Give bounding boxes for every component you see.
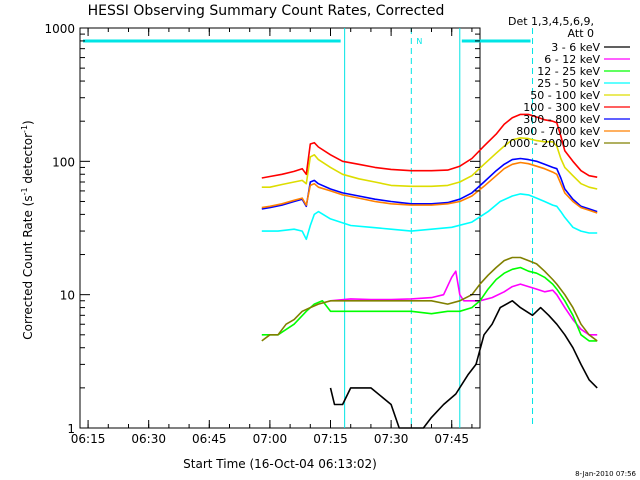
legend-label-0: 3 - 6 keV	[551, 41, 600, 54]
legend-label-5: 100 - 300 keV	[523, 101, 600, 114]
x-tick-label-5: 07:30	[374, 432, 409, 446]
y-tick-label-1: 10	[60, 289, 75, 303]
x-tick-label-4: 07:15	[313, 432, 348, 446]
y-tick-label-2: 100	[52, 155, 75, 169]
y-axis-label: Corrected Count Rate (s-1 detector-1)	[20, 120, 35, 339]
x-tick-label-2: 06:45	[192, 432, 227, 446]
x-tick-label-0: 06:15	[71, 432, 106, 446]
series-line-2	[261, 266, 598, 342]
legend-header-2: Att 0	[568, 27, 594, 40]
y-tick-label-0: 1	[67, 422, 75, 436]
series-line-4	[261, 137, 598, 190]
series-line-8	[261, 256, 598, 342]
series-line-3	[261, 193, 598, 241]
series-line-0	[329, 299, 598, 429]
x-tick-label-1: 06:30	[131, 432, 166, 446]
series-line-7	[261, 161, 598, 214]
legend-label-6: 300 - 800 keV	[523, 113, 600, 126]
chart-title: HESSI Observing Summary Count Rates, Cor…	[88, 3, 445, 19]
plot-area	[79, 27, 481, 429]
y-tick-label-3: 1000	[44, 22, 75, 36]
flag-label: N	[416, 37, 422, 46]
legend-label-1: 6 - 12 keV	[544, 53, 600, 66]
legend-label-7: 800 - 7000 keV	[516, 125, 600, 138]
legend-label-8: 7000 - 20000 keV	[502, 137, 600, 150]
series-line-5	[261, 113, 598, 179]
legend-label-4: 50 - 100 keV	[530, 89, 600, 102]
footer-date: 8-Jan-2010 07:56	[575, 470, 636, 478]
x-tick-label-6: 07:45	[434, 432, 469, 446]
legend-header-1: Det 1,3,4,5,6,9,	[508, 15, 594, 28]
legend-label-2: 12 - 25 keV	[537, 65, 600, 78]
legend-label-3: 25 - 50 keV	[537, 77, 600, 90]
series-line-1	[330, 270, 598, 336]
axes: 06:15 06:30 06:45 07:00 07:15 07:30 07:45 1 10 10…	[44, 22, 480, 446]
plot-border	[79, 27, 481, 429]
time-markers: N	[83, 28, 534, 428]
data-series	[261, 113, 598, 429]
x-axis-label: Start Time (16-Oct-04 06:13:02)	[183, 457, 377, 471]
x-tick-label-3: 07:00	[253, 432, 288, 446]
